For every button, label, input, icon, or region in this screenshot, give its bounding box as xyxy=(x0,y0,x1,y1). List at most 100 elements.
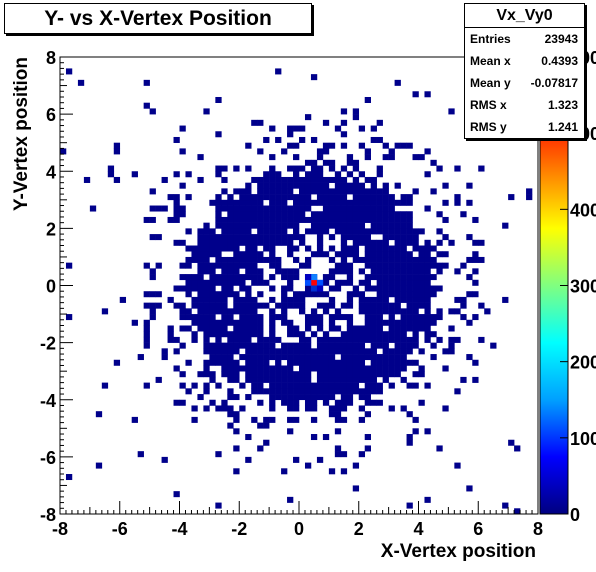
heatmap-cell xyxy=(316,228,324,235)
heatmap-cell xyxy=(239,188,246,195)
heatmap-cell xyxy=(215,199,222,206)
heatmap-cell xyxy=(334,342,342,349)
heatmap-cell xyxy=(484,308,491,315)
heatmap-cell xyxy=(269,228,276,235)
heatmap-cell xyxy=(304,388,312,395)
heatmap-cell xyxy=(322,434,330,441)
heatmap-cell xyxy=(334,445,342,452)
heatmap-cell xyxy=(263,354,270,361)
heatmap-cell xyxy=(442,182,449,189)
heatmap-cell xyxy=(394,199,401,206)
heatmap-cell xyxy=(149,216,156,223)
heatmap-cell xyxy=(293,216,300,223)
heatmap-cell xyxy=(370,188,377,195)
heatmap-cell xyxy=(251,376,258,383)
z-tick-label: 400 xyxy=(570,200,596,220)
heatmap-cell xyxy=(334,228,342,235)
heatmap-cell xyxy=(316,194,324,201)
heatmap-cell xyxy=(472,216,479,223)
heatmap-cell xyxy=(382,308,389,315)
heatmap-cell xyxy=(340,256,348,263)
heatmap-cell xyxy=(209,376,216,383)
y-tick-label: 6 xyxy=(46,105,56,125)
heatmap-cell xyxy=(149,291,156,298)
heatmap-cell xyxy=(263,336,270,343)
heatmap-cell xyxy=(304,462,312,469)
heatmap-cell xyxy=(173,171,180,178)
heatmap-cell xyxy=(143,325,150,332)
heatmap-cell xyxy=(263,348,270,355)
heatmap-cell xyxy=(502,296,509,303)
heatmap-cell xyxy=(287,399,294,406)
heatmap-cell xyxy=(113,142,121,149)
heatmap-cell xyxy=(352,485,360,492)
heatmap-cell xyxy=(376,314,383,321)
heatmap-cell xyxy=(388,354,395,361)
heatmap-cell xyxy=(400,314,407,321)
heatmap-cell xyxy=(376,194,383,201)
heatmap-cell xyxy=(245,394,252,401)
heatmap-cell xyxy=(418,296,425,303)
heatmap-cell xyxy=(466,354,473,361)
heatmap-cell xyxy=(394,274,401,281)
heatmap-cell xyxy=(406,382,413,389)
heatmap-cell xyxy=(281,194,288,201)
heatmap-cell xyxy=(281,394,288,401)
heatmap-cell xyxy=(316,216,324,223)
heatmap-cell xyxy=(239,251,246,258)
heatmap-cell xyxy=(215,302,222,309)
heatmap-cell xyxy=(436,251,443,258)
heatmap-cell xyxy=(227,422,234,429)
heatmap-cell xyxy=(263,216,270,223)
heatmap-cell xyxy=(358,376,366,383)
x-tick-label: 0 xyxy=(294,519,304,539)
heatmap-cell xyxy=(442,234,449,241)
heatmap-cell xyxy=(185,228,192,235)
heatmap-cell xyxy=(448,336,455,343)
heatmap-cell xyxy=(281,182,288,189)
heatmap-cell xyxy=(310,211,318,218)
heatmap-cell xyxy=(358,199,366,206)
heatmap-cell xyxy=(370,382,377,389)
heatmap-cell xyxy=(173,302,180,309)
heatmap-cell xyxy=(185,274,192,281)
heatmap-cell xyxy=(245,371,252,378)
heatmap-cell xyxy=(418,365,425,372)
heatmap-cell xyxy=(257,216,264,223)
heatmap-cell xyxy=(340,119,348,126)
heatmap-cell xyxy=(203,308,210,315)
heatmap-cell xyxy=(203,371,210,378)
heatmap-cell xyxy=(239,336,246,343)
heatmap-cell xyxy=(382,239,389,246)
heatmap-cell xyxy=(263,279,270,286)
heatmap-cell xyxy=(287,245,294,252)
heatmap-cell xyxy=(299,165,306,172)
heatmap-cell xyxy=(287,354,294,361)
heatmap-cell xyxy=(400,211,407,218)
heatmap-cell xyxy=(221,239,228,246)
heatmap-cell xyxy=(263,182,270,189)
heatmap-cell xyxy=(430,262,437,269)
heatmap-cell xyxy=(382,205,389,212)
heatmap-cell xyxy=(400,222,407,229)
heatmap-cell xyxy=(257,256,264,263)
heatmap-cell xyxy=(275,194,282,201)
heatmap-cell xyxy=(346,376,354,383)
heatmap-cell xyxy=(436,262,443,269)
heatmap-cell xyxy=(304,194,312,201)
heatmap-cell xyxy=(233,331,240,338)
heatmap-cell xyxy=(394,325,401,332)
heatmap-cell xyxy=(364,262,371,269)
heatmap-cell xyxy=(215,234,222,241)
heatmap-cell xyxy=(430,354,437,361)
heatmap-cell xyxy=(316,348,324,355)
heatmap-cell xyxy=(281,302,288,309)
heatmap-cell xyxy=(281,388,288,395)
heatmap-cell xyxy=(269,285,276,292)
heatmap-cell xyxy=(364,394,371,401)
heatmap-cell xyxy=(412,359,419,366)
heatmap-cell xyxy=(346,336,354,343)
heatmap-cell xyxy=(287,274,294,281)
heatmap-cell xyxy=(322,365,330,372)
heatmap-cell xyxy=(251,342,258,349)
